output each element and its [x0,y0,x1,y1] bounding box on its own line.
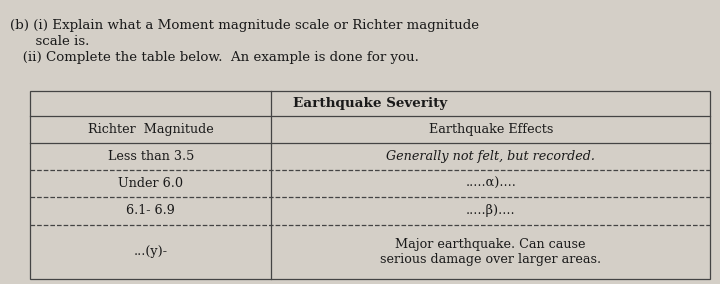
Text: Earthquake Severity: Earthquake Severity [293,97,447,110]
Text: (b) (i) Explain what a Moment magnitude scale or Richter magnitude: (b) (i) Explain what a Moment magnitude … [10,19,479,32]
Text: Generally not felt, but recorded.: Generally not felt, but recorded. [386,150,595,163]
Text: Less than 3.5: Less than 3.5 [107,150,194,163]
Text: Earthquake Effects: Earthquake Effects [428,123,553,136]
Text: .....α)....: .....α).... [465,177,516,190]
Text: Major earthquake. Can cause
serious damage over larger areas.: Major earthquake. Can cause serious dama… [380,238,601,266]
Text: scale is.: scale is. [10,35,89,48]
Text: (ii) Complete the table below.  An example is done for you.: (ii) Complete the table below. An exampl… [10,51,419,64]
Text: 6.1- 6.9: 6.1- 6.9 [126,204,175,218]
Text: Under 6.0: Under 6.0 [118,177,183,190]
Text: Richter  Magnitude: Richter Magnitude [88,123,214,136]
Bar [30,91,710,279]
Text: ...(y)-: ...(y)- [134,245,168,258]
Text: .....β)....: .....β).... [466,204,516,218]
